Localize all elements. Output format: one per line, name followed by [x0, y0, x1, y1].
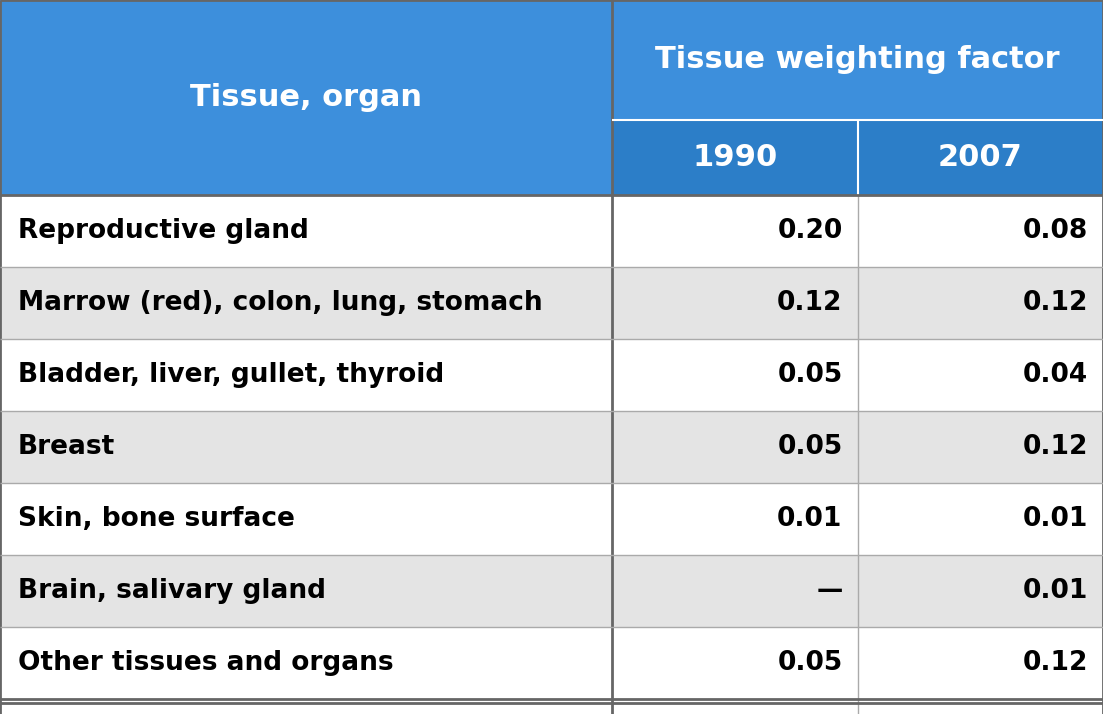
Bar: [612, 267, 858, 339]
Bar: [612, 120, 858, 195]
Text: 0.05: 0.05: [778, 362, 843, 388]
Text: Other tissues and organs: Other tissues and organs: [18, 650, 394, 676]
Bar: [0, 483, 612, 555]
Bar: [858, 195, 1103, 267]
Text: Tissue weighting factor: Tissue weighting factor: [655, 46, 1060, 74]
Bar: [0, 339, 612, 411]
Text: 1990: 1990: [693, 143, 778, 172]
Bar: [0, 195, 612, 267]
Text: 0.01: 0.01: [778, 506, 843, 532]
Bar: [612, 0, 1103, 120]
Text: Skin, bone surface: Skin, bone surface: [18, 506, 295, 532]
Bar: [858, 267, 1103, 339]
Text: 0.05: 0.05: [778, 434, 843, 460]
Bar: [858, 699, 1103, 714]
Bar: [0, 267, 612, 339]
Text: Tissue, organ: Tissue, organ: [190, 83, 422, 112]
Bar: [612, 339, 858, 411]
Text: 0.01: 0.01: [1022, 506, 1088, 532]
Bar: [0, 411, 612, 483]
Bar: [858, 411, 1103, 483]
Bar: [0, 627, 612, 699]
Bar: [0, 699, 612, 714]
Bar: [0, 555, 612, 627]
Bar: [858, 120, 1103, 195]
Bar: [612, 483, 858, 555]
Text: Breast: Breast: [18, 434, 115, 460]
Bar: [858, 339, 1103, 411]
Text: 0.05: 0.05: [778, 650, 843, 676]
Text: Reproductive gland: Reproductive gland: [18, 218, 309, 244]
Bar: [612, 411, 858, 483]
Bar: [858, 627, 1103, 699]
Bar: [858, 555, 1103, 627]
Text: Marrow (red), colon, lung, stomach: Marrow (red), colon, lung, stomach: [18, 290, 543, 316]
Bar: [612, 555, 858, 627]
Bar: [612, 699, 858, 714]
Text: 0.12: 0.12: [1022, 290, 1088, 316]
Text: 0.01: 0.01: [1022, 578, 1088, 604]
Text: Brain, salivary gland: Brain, salivary gland: [18, 578, 326, 604]
Bar: [612, 627, 858, 699]
Bar: [858, 483, 1103, 555]
Bar: [612, 195, 858, 267]
Text: Bladder, liver, gullet, thyroid: Bladder, liver, gullet, thyroid: [18, 362, 445, 388]
Text: 0.12: 0.12: [1022, 434, 1088, 460]
Text: 0.20: 0.20: [778, 218, 843, 244]
Text: 0.12: 0.12: [1022, 650, 1088, 676]
Text: 0.12: 0.12: [778, 290, 843, 316]
Text: —: —: [816, 578, 843, 604]
Text: 0.08: 0.08: [1022, 218, 1088, 244]
Text: 0.04: 0.04: [1022, 362, 1088, 388]
Text: 2007: 2007: [938, 143, 1022, 172]
Bar: [0, 0, 612, 195]
